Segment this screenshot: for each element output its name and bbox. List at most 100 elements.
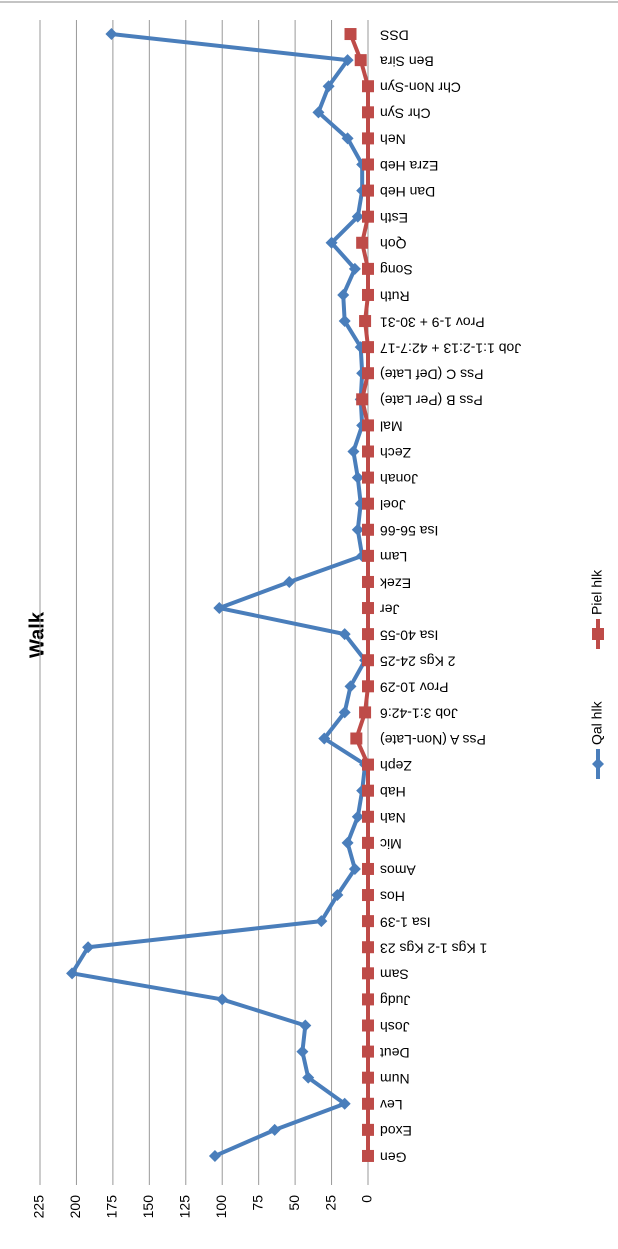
- point: [213, 602, 226, 615]
- point: [350, 732, 363, 745]
- y-tick-label: 100: [213, 1195, 229, 1219]
- point: [359, 315, 372, 328]
- point: [82, 941, 95, 954]
- x-tick-label: Job 3:1-42:6: [380, 706, 458, 722]
- y-tick-label: 200: [67, 1195, 83, 1219]
- point: [315, 915, 328, 928]
- x-tick-label: Pss C (Def Late): [380, 367, 483, 383]
- point: [341, 132, 354, 145]
- y-tick-label: 225: [31, 1195, 47, 1219]
- point: [338, 628, 351, 641]
- point: [356, 236, 369, 249]
- rotated-chart: Walk 0 25 50 75 100 125 150 175 200 225 Gen Exod Lev…: [26, 20, 605, 1219]
- point: [268, 1123, 281, 1136]
- x-tick-label: Exod: [380, 1123, 412, 1139]
- y-tick-label: 50: [286, 1195, 302, 1211]
- x-tick-label: Ben Sira: [380, 53, 434, 69]
- point: [341, 54, 354, 67]
- point: [362, 941, 374, 954]
- x-tick-label: Nah: [380, 810, 406, 826]
- x-tick-label: Gen: [380, 1149, 406, 1165]
- x-tick-label: Hab: [380, 784, 406, 800]
- x-tick-label: Zech: [380, 445, 411, 461]
- point: [362, 367, 374, 380]
- y-tick-label: 25: [322, 1195, 338, 1211]
- point: [362, 158, 374, 171]
- point: [362, 419, 374, 432]
- point: [362, 915, 374, 928]
- point: [66, 967, 79, 980]
- point: [331, 889, 344, 902]
- point: [354, 54, 367, 67]
- point: [362, 993, 374, 1006]
- point: [359, 706, 372, 719]
- point: [348, 862, 361, 875]
- x-tick-label: Isa 1-39: [380, 914, 431, 930]
- y-tick-label: 150: [140, 1195, 156, 1219]
- point: [362, 810, 374, 823]
- point: [362, 862, 374, 875]
- point: [344, 680, 357, 693]
- y-tick-label: 125: [176, 1195, 192, 1219]
- point: [338, 706, 351, 719]
- x-tick-label: Prov 10-29: [380, 680, 449, 696]
- point: [351, 210, 364, 223]
- point: [362, 210, 374, 223]
- point: [362, 628, 374, 641]
- x-tick-label: Sam: [380, 967, 409, 983]
- x-tick-label: Deut: [380, 1045, 410, 1061]
- point: [302, 1071, 315, 1084]
- point: [362, 549, 374, 562]
- point: [351, 523, 364, 536]
- point: [351, 471, 364, 484]
- point: [362, 341, 374, 354]
- x-tick-label: Qoh: [380, 236, 406, 252]
- point: [362, 1019, 374, 1032]
- x-tick-label: 2 Kgs 24-25: [380, 654, 456, 670]
- x-tick-label: Jer: [380, 601, 400, 617]
- x-tick-label: Dan Heb: [380, 184, 435, 200]
- point: [348, 262, 361, 275]
- point: [362, 1071, 374, 1084]
- x-tick-label: Esth: [380, 210, 408, 226]
- legend-label: Qal hlk: [589, 700, 605, 745]
- x-tick-label: DSS: [380, 27, 409, 43]
- point: [208, 1149, 221, 1162]
- point: [362, 889, 374, 902]
- chart-title: Walk: [26, 611, 48, 658]
- point: [362, 106, 374, 119]
- x-tick-label: Jonah: [380, 471, 418, 487]
- point: [299, 1019, 312, 1032]
- point: [362, 654, 374, 667]
- y-tick-label: 75: [249, 1195, 265, 1211]
- point: [318, 732, 331, 745]
- point: [322, 80, 335, 93]
- x-tick-label: Chr Non-Syn: [380, 80, 461, 96]
- point: [362, 523, 374, 536]
- x-tick-label: Song: [380, 262, 413, 278]
- point: [283, 575, 296, 588]
- point: [338, 1097, 351, 1110]
- point: [337, 288, 350, 301]
- x-tick-label: Hos: [380, 888, 405, 904]
- x-tick-label: Prov 1-9 + 30-31: [380, 314, 485, 330]
- y-tick-label: 175: [104, 1195, 120, 1219]
- x-tick-label: Neh: [380, 132, 406, 148]
- legend-label: Piel hlk: [589, 569, 605, 615]
- x-tick-label: Ruth: [380, 288, 410, 304]
- point: [356, 393, 369, 406]
- x-tick-label: Mal: [380, 419, 403, 435]
- point: [344, 28, 357, 41]
- x-tick-label: Chr Syn: [380, 106, 431, 122]
- point: [347, 445, 360, 458]
- x-tick-label: Zeph: [380, 758, 412, 774]
- x-tick-label: Ezek: [379, 575, 411, 591]
- x-tick-label: Isa 40-55: [380, 627, 439, 643]
- x-tick-label: Ezra Heb: [380, 158, 439, 174]
- point: [362, 262, 374, 275]
- point: [362, 1123, 374, 1136]
- point: [362, 80, 374, 93]
- x-tick-label: Judg: [380, 993, 410, 1009]
